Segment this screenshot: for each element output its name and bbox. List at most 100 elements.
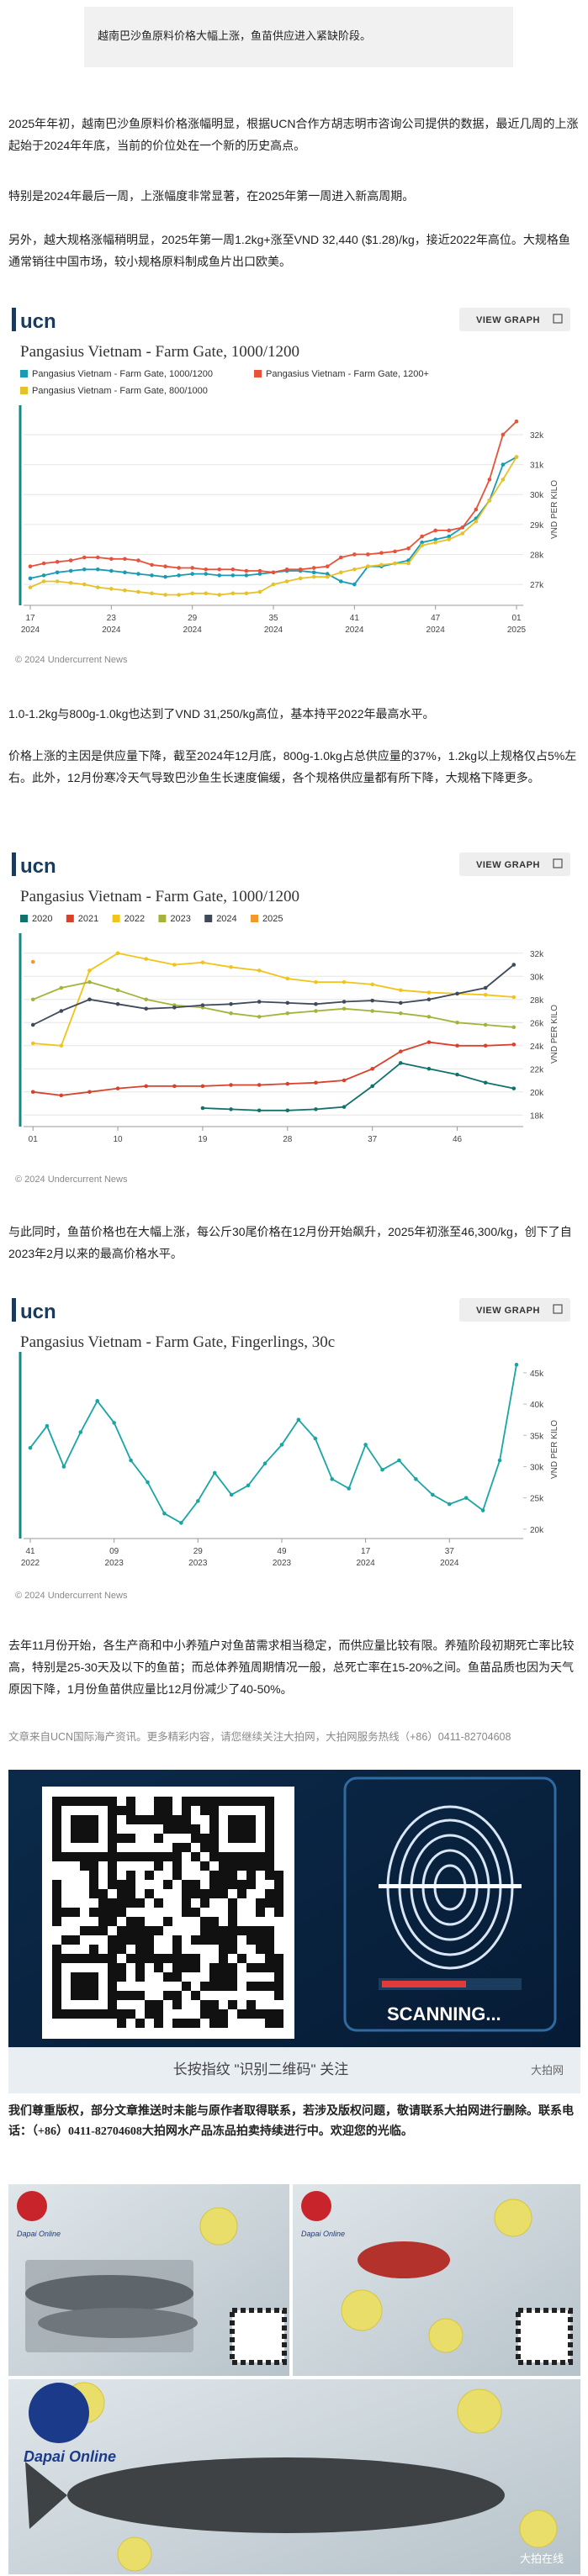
qr-cell — [163, 1852, 172, 1861]
photo-watermark: 大拍在线 — [520, 2552, 564, 2565]
data-point — [366, 564, 370, 568]
data-point — [87, 979, 92, 984]
data-point — [501, 462, 506, 467]
data-point — [68, 580, 73, 585]
qr-cell — [126, 1797, 135, 1806]
price-chart: ucn VIEW GRAPH Pangasius Vietnam - Farm Ga… — [12, 308, 570, 665]
qr-cell — [71, 1908, 80, 1917]
data-point — [136, 558, 140, 562]
data-point — [474, 519, 479, 524]
data-point — [28, 564, 33, 568]
data-point — [420, 540, 424, 545]
legend-swatch — [204, 915, 213, 922]
qr-cell — [228, 1945, 237, 1954]
data-point — [200, 1106, 205, 1111]
data-point — [330, 1477, 335, 1481]
data-point — [511, 1086, 516, 1090]
qr-cell — [135, 1917, 145, 1926]
x-tick-label: 29 — [193, 1547, 204, 1556]
qr-cell — [163, 1917, 172, 1926]
qr-cell — [145, 1852, 154, 1861]
data-point — [474, 507, 479, 512]
qr-banner: SCANNING... 长按指纹 "识别二维码" 关注 大拍网 — [8, 1770, 580, 2093]
data-point — [115, 988, 120, 993]
data-point — [325, 574, 330, 579]
qr-cell — [265, 1963, 274, 1972]
data-point — [447, 528, 452, 533]
qr-cell — [237, 1889, 246, 1898]
brand-logo: ucn — [20, 1301, 56, 1323]
qr-finder — [71, 1972, 98, 2000]
data-point — [28, 576, 33, 581]
data-point — [284, 579, 289, 583]
data-point — [352, 582, 357, 587]
logo-text: Dapai Online — [24, 2448, 116, 2465]
data-point — [313, 1436, 318, 1441]
chart-footer: © 2024 Undercurrent News — [15, 1591, 128, 1601]
qr-cell — [191, 1991, 200, 2000]
qr-cell — [256, 2009, 265, 2019]
qr-cell — [200, 1982, 209, 1991]
qr-cell — [265, 2019, 274, 2028]
brand-logo: ucn — [20, 310, 56, 333]
y-tick-label: 28k — [530, 996, 544, 1006]
data-point — [109, 557, 114, 562]
data-point — [162, 1511, 167, 1516]
legend-label: Pangasius Vietnam - Farm Gate, 800/1000 — [32, 386, 208, 396]
qr-cell — [274, 1880, 283, 1889]
brand-bar — [12, 308, 16, 331]
data-point — [393, 549, 397, 554]
x-tick-label: 17 — [25, 614, 35, 623]
data-point — [190, 566, 194, 570]
data-point — [399, 1049, 403, 1053]
qr-cell — [237, 1926, 246, 1935]
qr-cell — [246, 1963, 256, 1972]
data-point — [150, 591, 154, 596]
x-tick-label: 35 — [268, 614, 278, 623]
data-point — [115, 1086, 120, 1090]
qr-cell — [89, 1926, 98, 1935]
x-tick-label: 28 — [283, 1135, 293, 1144]
y-tick-label: 32k — [530, 950, 544, 959]
qr-cell — [228, 1861, 237, 1871]
qr-cell — [246, 2009, 256, 2019]
qr-cell — [246, 2000, 256, 2009]
data-point — [406, 546, 411, 551]
qr-cell — [191, 1935, 200, 1945]
data-point — [298, 567, 303, 572]
qr-cell — [219, 1861, 228, 1871]
data-point — [420, 534, 424, 539]
data-point — [363, 1443, 368, 1447]
data-point — [342, 979, 347, 984]
data-point — [230, 591, 236, 596]
data-point — [177, 593, 181, 597]
data-point — [217, 567, 222, 572]
paragraph: 另外，越大规格涨幅稍明显，2025年第一周1.2kg+涨至VND 32,440 … — [8, 233, 570, 268]
qr-cell — [163, 1815, 172, 1824]
data-point — [433, 540, 437, 545]
view-graph-button — [459, 308, 570, 331]
qr-cell — [219, 1926, 228, 1935]
qr-cell — [117, 2019, 126, 2028]
qr-cell — [228, 1935, 237, 1945]
qr-cell — [274, 1982, 283, 1991]
qr-cell — [108, 1945, 117, 1954]
qr-cell — [237, 1880, 246, 1889]
x-tick-label: 01 — [511, 614, 522, 623]
qr-cell — [219, 1982, 228, 1991]
legend-swatch — [20, 387, 28, 394]
series-line — [29, 1365, 517, 1524]
qr-cell — [219, 1889, 228, 1898]
data-point — [95, 585, 100, 589]
qr-finder — [228, 1815, 256, 1843]
qr-cell — [265, 1889, 274, 1898]
data-point — [370, 998, 374, 1003]
qr-cell — [256, 1945, 265, 1954]
qr-cell — [200, 1797, 209, 1806]
yearly-chart: ucn VIEW GRAPH Pangasius Vietnam - Farm Ga… — [12, 853, 570, 1185]
legend-label: 2023 — [170, 914, 190, 924]
data-point — [342, 1078, 347, 1083]
qr-cell — [265, 1871, 274, 1880]
qr-cell — [117, 1852, 126, 1861]
qr-cell — [98, 1889, 108, 1898]
